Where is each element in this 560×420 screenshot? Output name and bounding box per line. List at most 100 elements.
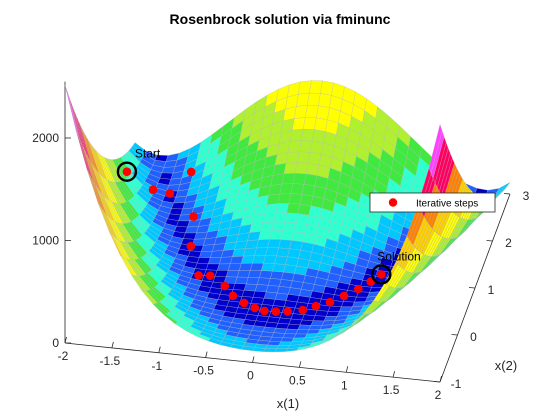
x-tick-label: -1 — [151, 359, 162, 373]
x-tick-mark — [111, 341, 114, 348]
surface-patch — [278, 239, 292, 249]
surface-patch — [259, 270, 273, 279]
surface-patch — [318, 93, 332, 108]
surface-patch — [252, 255, 266, 264]
surface-patch — [271, 221, 285, 232]
surface-patch — [263, 255, 277, 264]
surface-patch — [316, 105, 330, 121]
surface-patch — [309, 80, 323, 94]
legend-marker — [388, 198, 398, 207]
iterative-step-point — [325, 297, 335, 307]
surface-patch — [267, 278, 282, 287]
surface-patch — [320, 80, 334, 96]
surface-patch — [314, 117, 328, 132]
surface-patch — [309, 140, 324, 155]
x-tick-label: 1 — [341, 378, 348, 392]
iterative-step-point — [250, 303, 260, 313]
surface-patch — [201, 244, 215, 252]
z-tick-label: 2000 — [32, 131, 59, 145]
surface-patch — [299, 194, 314, 206]
surface-patch — [289, 240, 303, 251]
surface-patch — [214, 270, 229, 277]
surface-patch — [243, 283, 258, 292]
x-tick-mark — [345, 366, 349, 373]
surface-patch — [275, 203, 290, 214]
surface-patch — [252, 347, 266, 352]
surface-patch — [234, 276, 249, 285]
surface-patch — [256, 277, 271, 286]
surface-patch — [185, 226, 199, 234]
surface-patch — [247, 270, 262, 278]
surface-patch — [269, 336, 284, 342]
surface-patch — [284, 328, 299, 335]
y-tick-mark — [433, 381, 441, 383]
iterative-step-point — [298, 305, 308, 315]
surface-patch — [301, 184, 316, 197]
surface-plot — [64, 80, 511, 353]
iterative-step-point — [377, 270, 386, 279]
surface-patch — [288, 193, 303, 205]
surface-patch — [307, 152, 322, 166]
iterative-steps-series — [122, 167, 386, 316]
surface-patch — [272, 263, 286, 273]
start-marker-ring — [116, 161, 138, 182]
surface-patch — [293, 222, 308, 234]
surface-patch — [227, 263, 242, 271]
legend: Iterative steps — [369, 192, 496, 213]
solution-label: Solution — [377, 249, 420, 263]
y-tick-label: 0 — [470, 330, 477, 344]
x-tick-label: 1.5 — [383, 383, 400, 397]
surface-patch — [265, 247, 279, 257]
y-tick-label: 1 — [488, 283, 495, 297]
surface-patch — [297, 324, 312, 330]
surface-patch — [284, 212, 299, 223]
surface-patch — [290, 183, 305, 195]
surface-patch — [327, 305, 342, 312]
iterative-step-point — [339, 291, 349, 301]
legend-box — [369, 192, 496, 213]
surface-patch — [297, 203, 312, 216]
surface-patch — [241, 255, 255, 264]
surface-patch — [270, 271, 284, 280]
surface-patch — [271, 332, 286, 338]
iterative-step-point — [228, 291, 238, 301]
x-tick-mark — [158, 346, 161, 353]
surface-patch — [277, 317, 292, 325]
surface-patch — [281, 271, 295, 281]
surface-patch — [298, 140, 313, 153]
surface-patch — [274, 255, 288, 265]
z-tick-label: 0 — [52, 336, 59, 350]
surface-patch — [282, 333, 297, 339]
iterative-step-point — [260, 306, 269, 316]
x-tick-mark — [439, 375, 442, 383]
annotations: Start Solution — [116, 147, 421, 285]
surface-patch — [428, 123, 443, 174]
solution-marker-ring — [371, 264, 392, 285]
y-tick-mark — [503, 193, 511, 195]
y-tick-mark — [486, 240, 493, 242]
x-tick-mark — [298, 361, 302, 368]
surface-patch — [267, 239, 281, 249]
chart-title: Rosenbrock solution via fminunc — [170, 11, 391, 27]
y-tick-mark — [451, 334, 458, 336]
surface-patch — [245, 277, 260, 285]
surface-patch — [296, 151, 311, 164]
surface-patch — [276, 247, 290, 257]
axis-ticks: -2 -1.5 -1 -0.5 0 0.5 1 1.5 2 -1 0 1 2 3 0 1000 2000 — [32, 131, 529, 402]
iterative-step-point — [165, 189, 175, 198]
x-tick-label: 0.5 — [289, 373, 306, 387]
surface-patch — [303, 173, 318, 187]
surface-patch — [341, 301, 355, 308]
surface-patch — [280, 337, 295, 343]
surface-patch — [196, 257, 211, 265]
y-tick-label: 2 — [505, 236, 512, 250]
surface-patch — [285, 256, 299, 267]
surface-patch — [310, 320, 325, 326]
x-axis-label: x(1) — [277, 396, 299, 411]
surface-patch — [288, 318, 303, 326]
surface-patch — [265, 285, 280, 294]
surface-patch — [263, 291, 278, 300]
surface-patch — [269, 230, 283, 240]
surface-patch — [291, 231, 305, 243]
surface-patch — [301, 314, 316, 321]
